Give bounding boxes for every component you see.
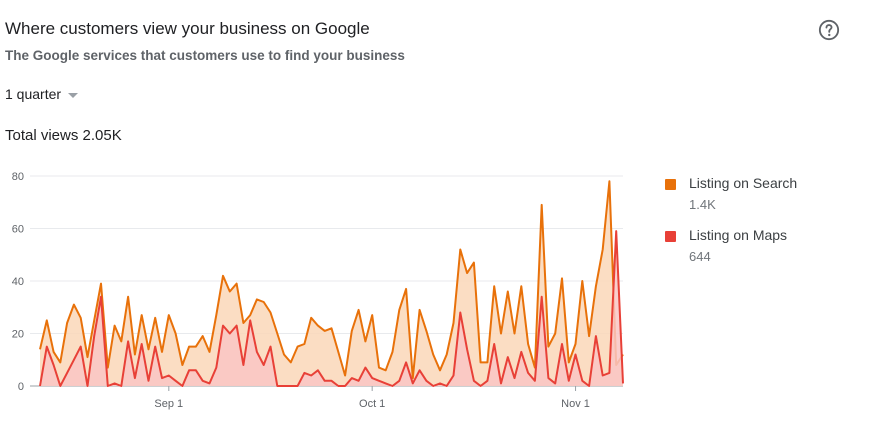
x-tick-label: Oct 1 bbox=[359, 398, 385, 410]
y-tick-label: 0 bbox=[18, 381, 24, 393]
period-dropdown-label: 1 quarter bbox=[5, 86, 62, 102]
views-area-chart: 0 20 40 60 80 Sep 1 Oct 1 Nov 1 bbox=[12, 171, 624, 410]
dropdown-caret-icon bbox=[68, 92, 79, 98]
help-circle-icon[interactable] bbox=[818, 19, 840, 41]
legend-swatch-search bbox=[665, 179, 676, 190]
page-subtitle: The Google services that customers use t… bbox=[5, 48, 405, 63]
legend-value-maps: 644 bbox=[689, 249, 711, 264]
y-tick-label: 40 bbox=[12, 276, 24, 288]
y-tick-label: 20 bbox=[12, 329, 24, 341]
legend-value-search: 1.4K bbox=[689, 197, 716, 212]
area-maps bbox=[40, 231, 623, 386]
total-views: Total views 2.05K bbox=[5, 127, 122, 144]
page-title: Where customers view your business on Go… bbox=[5, 19, 370, 38]
y-tick-label: 60 bbox=[12, 224, 24, 236]
period-dropdown[interactable]: 1 quarter bbox=[5, 86, 79, 102]
legend-label-maps: Listing on Maps bbox=[689, 227, 788, 243]
legend-label-search: Listing on Search bbox=[689, 175, 798, 191]
x-tick-label: Sep 1 bbox=[154, 398, 183, 410]
line-maps bbox=[39, 230, 624, 387]
line-search bbox=[39, 180, 624, 380]
legend-swatch-maps bbox=[665, 231, 676, 242]
y-tick-label: 80 bbox=[12, 171, 24, 183]
area-search bbox=[40, 181, 623, 386]
x-tick-label: Nov 1 bbox=[561, 398, 590, 410]
